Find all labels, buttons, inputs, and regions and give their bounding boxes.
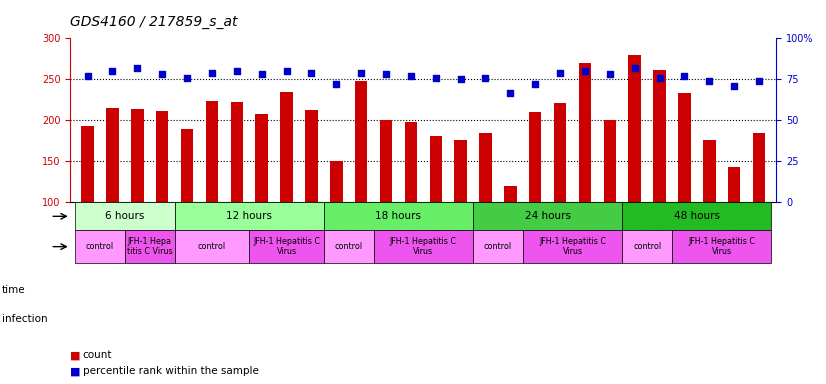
Point: [578, 68, 591, 74]
Bar: [703, 140, 715, 202]
Text: GDS4160 / 217859_s_at: GDS4160 / 217859_s_at: [70, 15, 238, 29]
Point: [180, 74, 193, 81]
Text: JFH-1 Hepatitis C
Virus: JFH-1 Hepatitis C Virus: [253, 237, 320, 257]
Point: [206, 70, 219, 76]
Text: 48 hours: 48 hours: [674, 211, 720, 221]
Point: [106, 68, 119, 74]
Point: [230, 68, 244, 74]
Bar: [405, 122, 417, 202]
Bar: [355, 81, 368, 202]
Point: [752, 78, 766, 84]
Point: [430, 74, 443, 81]
Point: [81, 73, 94, 79]
Point: [379, 71, 392, 78]
Bar: [523, 230, 622, 263]
Bar: [728, 167, 740, 202]
Point: [280, 68, 293, 74]
Bar: [131, 109, 144, 202]
Bar: [181, 129, 193, 202]
Point: [330, 81, 343, 88]
Text: count: count: [83, 350, 112, 360]
Point: [131, 65, 144, 71]
Bar: [174, 230, 249, 263]
Bar: [380, 121, 392, 202]
Bar: [156, 111, 169, 202]
Text: control: control: [198, 242, 226, 251]
Bar: [622, 202, 771, 230]
Text: JFH-1 Hepa
titis C Virus: JFH-1 Hepa titis C Virus: [127, 237, 173, 257]
Text: control: control: [484, 242, 512, 251]
Bar: [75, 230, 125, 263]
Text: time: time: [2, 285, 26, 295]
Text: control: control: [633, 242, 661, 251]
Point: [255, 71, 268, 78]
Bar: [280, 92, 292, 202]
Bar: [473, 230, 523, 263]
Bar: [653, 70, 666, 202]
Text: 18 hours: 18 hours: [376, 211, 421, 221]
Point: [603, 71, 616, 78]
Bar: [330, 161, 343, 202]
Point: [354, 70, 368, 76]
Text: infection: infection: [2, 314, 47, 324]
Bar: [324, 230, 373, 263]
Bar: [529, 112, 542, 202]
Text: ■: ■: [70, 350, 81, 360]
Bar: [504, 186, 516, 202]
Point: [529, 81, 542, 88]
Bar: [479, 133, 491, 202]
Point: [628, 65, 641, 71]
Bar: [579, 63, 591, 202]
Point: [653, 74, 667, 81]
Bar: [249, 230, 324, 263]
Bar: [604, 121, 616, 202]
Bar: [430, 136, 442, 202]
Text: JFH-1 Hepatitis C
Virus: JFH-1 Hepatitis C Virus: [390, 237, 457, 257]
Bar: [752, 133, 765, 202]
Text: 12 hours: 12 hours: [226, 211, 273, 221]
Point: [678, 73, 691, 79]
Bar: [678, 93, 691, 202]
Point: [454, 76, 468, 83]
Point: [703, 78, 716, 84]
Bar: [324, 202, 473, 230]
Text: 24 hours: 24 hours: [525, 211, 571, 221]
Bar: [629, 55, 641, 202]
Bar: [672, 230, 771, 263]
Point: [404, 73, 417, 79]
Bar: [473, 202, 622, 230]
Bar: [622, 230, 672, 263]
Point: [504, 89, 517, 96]
Bar: [373, 230, 473, 263]
Bar: [174, 202, 324, 230]
Text: JFH-1 Hepatitis C
Virus: JFH-1 Hepatitis C Virus: [688, 237, 755, 257]
Point: [553, 70, 567, 76]
Bar: [206, 101, 218, 202]
Bar: [454, 140, 467, 202]
Bar: [75, 202, 174, 230]
Point: [305, 70, 318, 76]
Bar: [125, 230, 174, 263]
Point: [479, 74, 492, 81]
Bar: [230, 101, 243, 202]
Bar: [305, 110, 318, 202]
Text: control: control: [335, 242, 363, 251]
Bar: [554, 103, 567, 202]
Bar: [255, 114, 268, 202]
Text: JFH-1 Hepatitis C
Virus: JFH-1 Hepatitis C Virus: [539, 237, 606, 257]
Text: 6 hours: 6 hours: [105, 211, 145, 221]
Text: control: control: [86, 242, 114, 251]
Point: [155, 71, 169, 78]
Text: percentile rank within the sample: percentile rank within the sample: [83, 366, 259, 376]
Bar: [107, 108, 119, 202]
Bar: [82, 126, 94, 202]
Text: ■: ■: [70, 366, 81, 376]
Point: [728, 83, 741, 89]
